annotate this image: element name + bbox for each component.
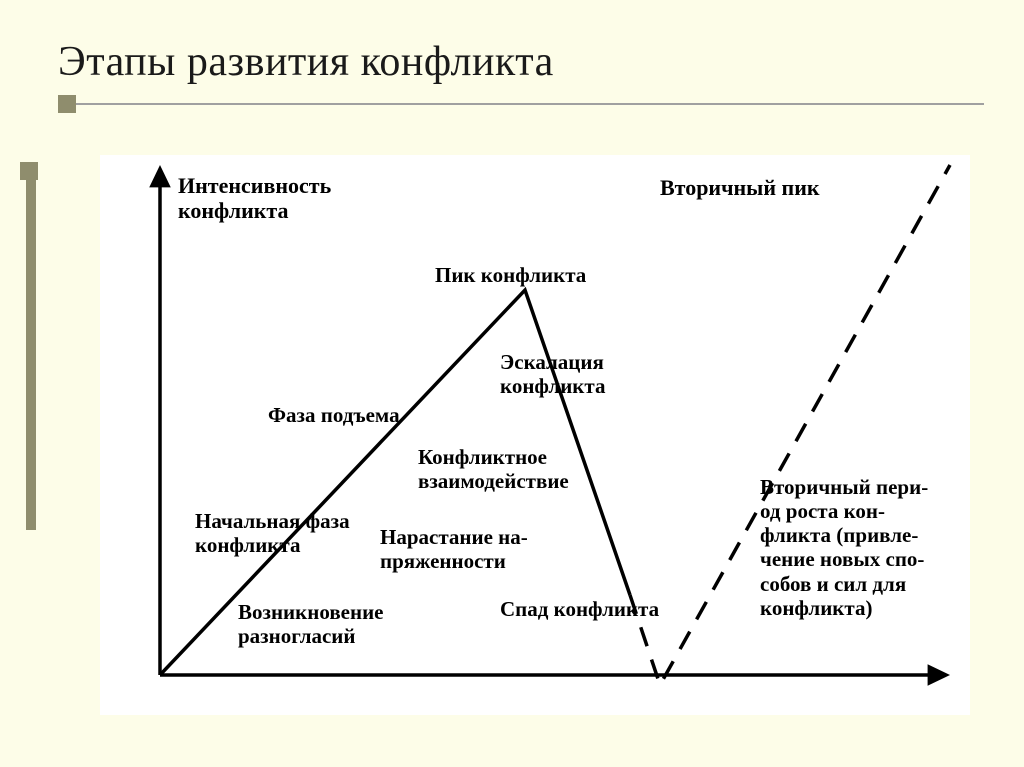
chart-label-secondary_period: Вторичный пери- од роста кон- фликта (пр… bbox=[760, 475, 928, 620]
chart-label-peak_label: Пик конфликта bbox=[435, 263, 586, 287]
title-region: Этапы развития конфликта bbox=[58, 38, 984, 108]
chart-region: Интенсивность конфликта Пик конфликта Втор… bbox=[100, 155, 970, 715]
chart-label-rise_phase: Фаза подъема bbox=[268, 403, 400, 427]
slide: Этапы развития конфликта Интенсивность к… bbox=[0, 0, 1024, 767]
left-bar bbox=[26, 180, 36, 530]
chart-label-tension_rise: Нарастание на- пряженности bbox=[380, 525, 528, 573]
slide-title: Этапы развития конфликта bbox=[58, 38, 984, 86]
title-square-icon bbox=[58, 95, 76, 113]
chart-label-interaction: Конфликтное взаимодействие bbox=[418, 445, 569, 493]
chart-label-y_axis_label: Интенсивность конфликта bbox=[178, 173, 331, 224]
title-rule bbox=[58, 100, 984, 108]
chart-label-initial_phase: Начальная фаза конфликта bbox=[195, 509, 350, 557]
chart-label-secondary_peak: Вторичный пик bbox=[660, 175, 820, 200]
left-square-icon bbox=[20, 162, 38, 180]
chart-svg bbox=[100, 155, 970, 715]
left-accent bbox=[0, 180, 38, 530]
chart-label-decline: Спад конфликта bbox=[500, 597, 659, 621]
chart-label-disagreement: Возникновение разногласий bbox=[238, 600, 384, 648]
title-line bbox=[76, 103, 984, 105]
chart-label-escalation: Эскалация конфликта bbox=[500, 350, 605, 398]
